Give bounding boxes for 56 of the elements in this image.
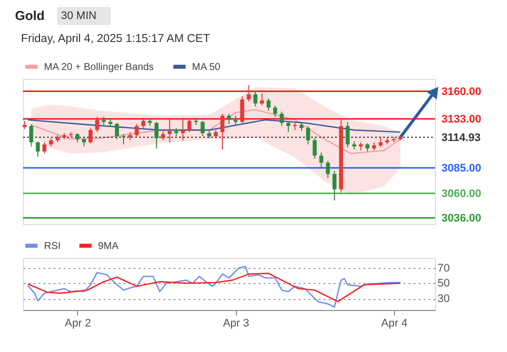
line-series xyxy=(27,266,402,308)
y-tick-label: 30 xyxy=(438,293,450,306)
candlestick xyxy=(346,121,350,148)
candlestick xyxy=(75,132,80,143)
chart-subtitle: Friday, April 4, 2025 1:15:17 AM CET xyxy=(21,33,210,45)
candlestick xyxy=(246,84,251,102)
candlestick xyxy=(42,142,46,154)
x-tick-label: Apr 4 xyxy=(381,318,408,330)
candlestick xyxy=(306,125,310,145)
legend-label: 9MA xyxy=(98,240,119,252)
candlestick xyxy=(227,113,231,124)
candlestick xyxy=(220,113,224,150)
candlestick xyxy=(240,96,244,124)
x-tick-label: Apr 3 xyxy=(222,318,250,330)
candlestick xyxy=(326,160,330,179)
line-series xyxy=(27,272,402,302)
candlestick xyxy=(36,140,40,158)
candlestick xyxy=(180,117,185,141)
text: 30 MIN xyxy=(61,10,97,22)
y-tick-label: 3036.00 xyxy=(442,212,482,224)
candlestick xyxy=(280,111,284,126)
candlestick xyxy=(253,90,258,108)
legend-label: RSI xyxy=(44,240,61,252)
candlestick xyxy=(161,130,166,141)
candlestick xyxy=(168,118,172,143)
candlestick xyxy=(200,120,205,137)
candlestick xyxy=(122,134,126,145)
candlestick xyxy=(187,118,192,133)
y-tick-label: 3085.00 xyxy=(442,162,482,174)
candlestick xyxy=(286,120,290,133)
candlestick xyxy=(319,152,324,168)
x-tick-label: Apr 2 xyxy=(64,318,92,330)
candlestick xyxy=(95,116,100,133)
y-tick-label: 3114.93 xyxy=(442,132,481,144)
candlestick xyxy=(260,92,264,106)
candlestick xyxy=(234,115,238,126)
candlestick xyxy=(134,123,139,138)
chart-title: Gold xyxy=(15,8,45,23)
legend-label: MA 50 xyxy=(192,62,221,73)
candlestick xyxy=(266,98,271,112)
candlestick xyxy=(273,105,278,118)
candlestick xyxy=(141,117,146,129)
candlestick xyxy=(29,123,34,147)
line-series xyxy=(27,119,402,133)
y-tick-label: 3160.00 xyxy=(442,86,482,98)
candlestick xyxy=(114,122,119,140)
candlestick xyxy=(88,128,93,144)
candlestick xyxy=(312,138,317,160)
y-tick-label: 50 xyxy=(438,278,450,290)
y-tick-label: 3133.00 xyxy=(442,113,482,126)
y-tick-label: 3060.00 xyxy=(442,188,482,200)
candlestick xyxy=(154,121,158,149)
candlestick xyxy=(378,136,383,148)
y-tick-label: 70 xyxy=(438,262,450,274)
candlestick xyxy=(332,170,336,202)
legend-label: MA 20 + Bollinger Bands xyxy=(44,62,154,73)
